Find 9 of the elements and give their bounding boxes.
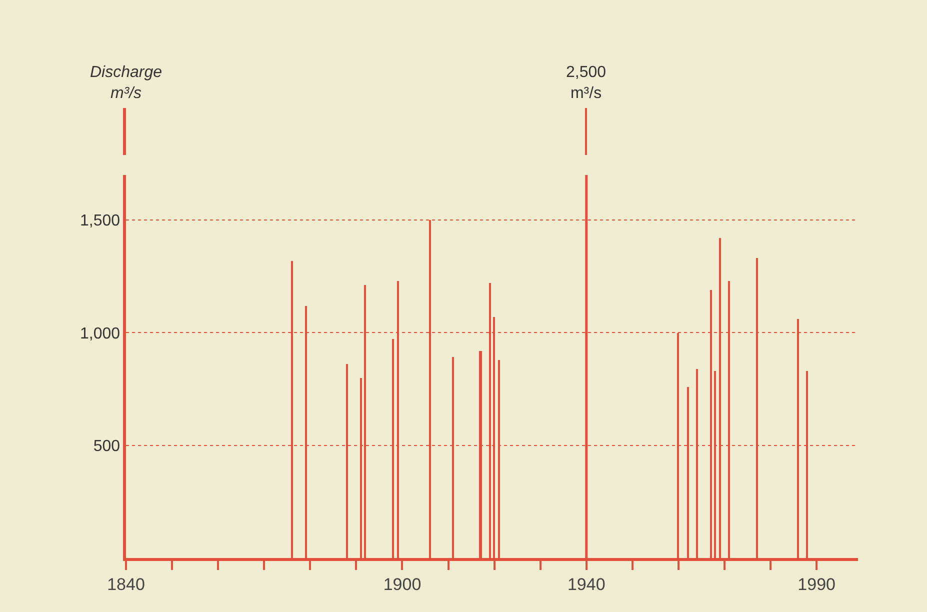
y-tick-label: 1,000	[80, 325, 120, 342]
y-axis-title: Discharge m³/s	[90, 64, 162, 102]
x-tick-label: 1900	[383, 575, 422, 594]
x-tick-label: 1940	[567, 575, 606, 594]
data-label: 2,500 m³/s	[566, 64, 606, 102]
x-tick-label: 1840	[107, 575, 145, 594]
y-tick-label: 500	[93, 438, 120, 455]
y-tick-label: 1,500	[80, 212, 120, 230]
x-tick-label: 1990	[798, 575, 836, 594]
